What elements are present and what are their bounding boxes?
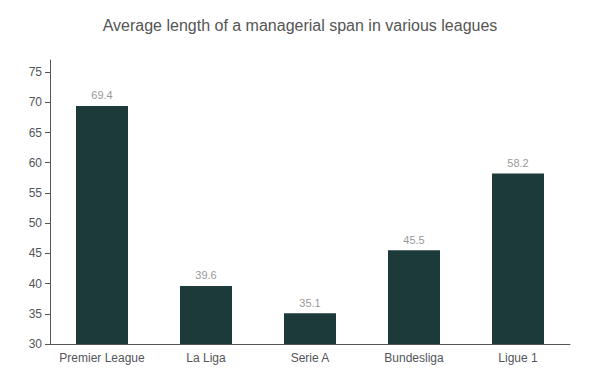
svg-text:Bundesliga: Bundesliga [384, 351, 444, 365]
svg-text:Average length of a managerial: Average length of a managerial span in v… [103, 17, 498, 34]
svg-text:45: 45 [29, 246, 43, 260]
svg-text:40: 40 [29, 277, 43, 291]
svg-text:65: 65 [29, 126, 43, 140]
svg-text:Premier League: Premier League [59, 351, 145, 365]
svg-text:70: 70 [29, 95, 43, 109]
svg-text:75: 75 [29, 65, 43, 79]
svg-text:58.2: 58.2 [507, 157, 528, 169]
svg-text:69.4: 69.4 [91, 89, 112, 101]
svg-text:La Liga: La Liga [186, 351, 226, 365]
svg-text:39.6: 39.6 [195, 269, 216, 281]
svg-text:50: 50 [29, 216, 43, 230]
svg-text:55: 55 [29, 186, 43, 200]
svg-text:35: 35 [29, 307, 43, 321]
svg-text:45.5: 45.5 [403, 234, 424, 246]
svg-text:60: 60 [29, 156, 43, 170]
svg-text:30: 30 [29, 337, 43, 351]
svg-text:35.1: 35.1 [299, 297, 320, 309]
svg-text:Serie A: Serie A [291, 351, 330, 365]
svg-text:Ligue 1: Ligue 1 [498, 351, 538, 365]
